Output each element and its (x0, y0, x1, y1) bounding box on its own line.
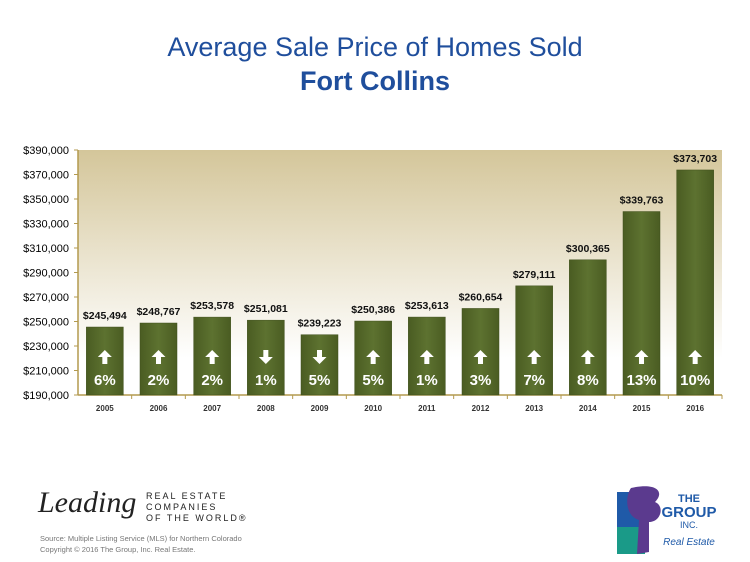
data-label: $251,081 (244, 303, 288, 315)
arrow-up-icon (419, 350, 434, 364)
change-percent: 1% (255, 372, 277, 389)
data-label: $279,111 (513, 269, 556, 281)
arrow-up-icon (688, 350, 703, 364)
y-tick-label: $210,000 (23, 366, 69, 378)
data-label: $373,703 (673, 153, 717, 165)
x-tick-label: 2012 (472, 404, 490, 413)
y-tick-label: $330,000 (23, 219, 69, 231)
arrow-up-icon (366, 350, 381, 364)
change-percent: 3% (470, 372, 492, 389)
x-tick-label: 2011 (418, 404, 436, 413)
logo-real-estate: Real Estate (663, 537, 715, 548)
y-tick-label: $290,000 (23, 268, 69, 280)
arrow-up-icon (527, 350, 542, 364)
arrow-up-icon (97, 350, 112, 364)
change-percent: 1% (416, 372, 438, 389)
change-percent: 5% (362, 372, 384, 389)
y-tick-label: $270,000 (23, 292, 69, 304)
x-tick-label: 2013 (525, 404, 543, 413)
data-label: $245,494 (83, 310, 127, 322)
y-tick-label: $350,000 (23, 194, 69, 206)
data-label: $300,365 (566, 243, 610, 255)
leading-logo-text: REAL ESTATE COMPANIES OF THE WORLD® (146, 491, 247, 524)
the-group-logo-mark: THE GROUP INC. Real Estate (617, 486, 717, 554)
leading-line: REAL ESTATE (146, 491, 228, 501)
change-percent: 10% (680, 372, 710, 389)
logo-inc: INC. (680, 520, 698, 530)
x-tick-label: 2005 (96, 404, 114, 413)
bar-chart: $190,000 $210,000 $230,000 $250,000 $270,000… (23, 145, 723, 413)
logo-group: GROUP (661, 504, 716, 521)
arrow-up-icon (580, 350, 595, 364)
copyright-note: Copyright © 2016 The Group, Inc. Real Es… (40, 545, 196, 554)
bar-2013 (515, 285, 553, 396)
x-tick-label: 2016 (686, 404, 704, 413)
change-percent: 13% (626, 372, 656, 389)
arrow-up-icon (151, 350, 166, 364)
x-tick-label: 2008 (257, 404, 275, 413)
change-percent: 2% (201, 372, 223, 389)
bar-2009 (300, 334, 339, 396)
data-label: $239,223 (298, 318, 342, 330)
data-label: $260,654 (459, 291, 503, 303)
data-label: $339,763 (620, 195, 664, 207)
y-tick-label: $370,000 (23, 170, 69, 182)
x-tick-label: 2007 (203, 404, 221, 413)
change-percent: 2% (148, 372, 170, 389)
arrow-down-icon (258, 350, 273, 364)
leading-line: COMPANIES (146, 502, 218, 512)
arrow-down-icon (312, 350, 327, 364)
logo-the: THE (678, 493, 700, 505)
bar-2015 (622, 211, 661, 396)
change-percent: 7% (523, 372, 545, 389)
x-tick-label: 2014 (579, 404, 597, 413)
data-label: $253,613 (405, 300, 449, 312)
source-note: Source: Multiple Listing Service (MLS) f… (40, 534, 242, 543)
change-percent: 8% (577, 372, 599, 389)
the-group-logo: THE GROUP INC. Real Estate (617, 482, 717, 554)
arrow-up-icon (473, 350, 488, 364)
leading-line: OF THE WORLD® (146, 513, 248, 523)
x-tick-label: 2015 (633, 404, 651, 413)
data-label: $253,578 (190, 300, 234, 312)
data-label: $248,767 (137, 306, 181, 318)
x-tick-label: 2010 (364, 404, 382, 413)
y-tick-label: $190,000 (23, 390, 69, 402)
chart-subtitle: Fort Collins (300, 66, 450, 96)
plot-area (78, 150, 722, 395)
y-tick-label: $310,000 (23, 243, 69, 255)
change-percent: 6% (94, 372, 116, 389)
leading-logo-script: Leading (38, 486, 137, 519)
data-label: $250,386 (351, 304, 395, 316)
bar-2014 (569, 259, 607, 396)
arrow-up-icon (634, 350, 649, 364)
change-percent: 5% (309, 372, 331, 389)
y-tick-label: $250,000 (23, 317, 69, 329)
x-tick-label: 2006 (150, 404, 168, 413)
y-tick-label: $230,000 (23, 341, 69, 353)
y-tick-label: $390,000 (23, 145, 69, 157)
chart-title: Average Sale Price of Homes Sold (167, 32, 583, 62)
x-tick-label: 2009 (311, 404, 329, 413)
arrow-up-icon (205, 350, 220, 364)
